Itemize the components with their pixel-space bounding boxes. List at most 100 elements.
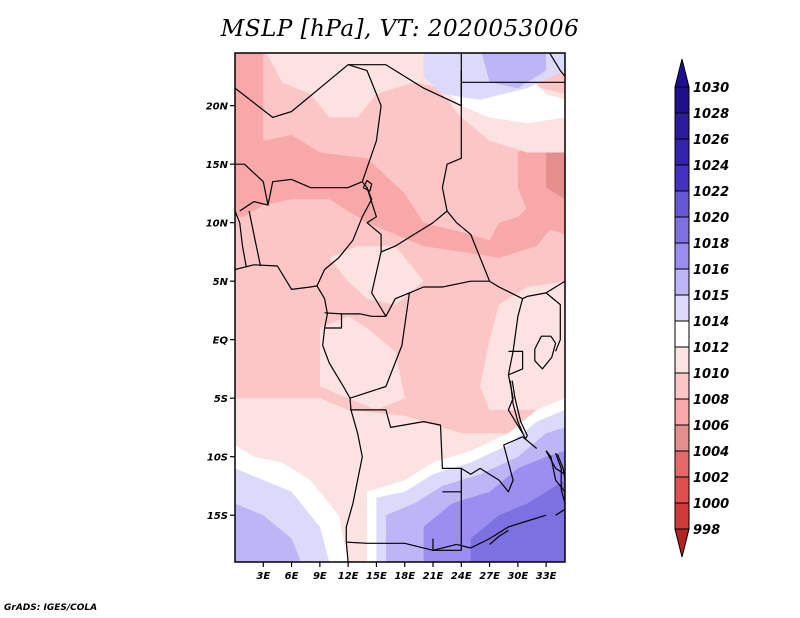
border-mali-niger	[235, 163, 269, 212]
border-zambia-zimb	[470, 514, 547, 549]
border-angola-zambia	[432, 491, 462, 551]
lon-tick-label: 3E	[256, 571, 270, 582]
lon-tick-label: 24E	[451, 571, 472, 582]
colorbar-swatch	[674, 320, 690, 348]
lon-tick-label: 6E	[285, 571, 299, 582]
field-1012-nigeria-cam	[329, 246, 424, 305]
field-1012-sahara	[266, 53, 443, 118]
lat-tick-label: 5N	[213, 277, 229, 288]
border-malawi	[545, 450, 565, 516]
field-1020-south-east	[470, 480, 565, 562]
border-chad-car	[380, 210, 448, 253]
colorbar-label: 1008	[693, 393, 729, 408]
field-1016-north	[481, 53, 547, 89]
lat-tick-label: 5S	[214, 394, 228, 405]
colorbar-label: 1014	[693, 315, 729, 330]
colorbar-label: 1018	[693, 237, 729, 252]
lake-victoria	[534, 335, 557, 370]
colorbar-bottom-arrow	[674, 528, 690, 558]
lake-tanganyika	[509, 380, 528, 440]
colorbar-swatch	[674, 190, 690, 218]
colorbar-label: 1010	[693, 367, 729, 382]
longitude-axis: 3E 6E 9E 12E 15E 18E 21E 24E 27E 30E 33E	[256, 562, 557, 582]
border-gabon-cameroon	[324, 312, 386, 317]
border-gabon	[324, 313, 343, 329]
field-1012-gabon	[319, 316, 405, 410]
colorbar-swatch	[674, 372, 690, 400]
border-namibia-angola	[346, 541, 471, 551]
border-congo-drc	[349, 292, 410, 399]
lon-tick-label: 18E	[394, 571, 415, 582]
lat-tick-label: 10N	[206, 219, 229, 230]
colorbar-swatch	[674, 502, 690, 530]
colorbar-label: 1016	[693, 263, 729, 278]
border-algeria-niger	[235, 64, 349, 119]
border-benin	[248, 210, 262, 267]
colorbar-swatch	[674, 216, 690, 244]
coast-togo-ghana	[235, 210, 247, 268]
lake-malawi	[555, 452, 565, 505]
red-sea-coast	[548, 53, 565, 77]
colorbar-label: 1022	[693, 185, 729, 200]
lake-kariba	[489, 529, 509, 545]
grads-credit: GrADS: IGES/COLA	[4, 603, 98, 613]
field-1016-south-west	[235, 503, 301, 562]
lat-tick-label: 15N	[206, 160, 229, 171]
field-1008-sahel-west	[235, 53, 565, 258]
colorbar-swatch	[674, 476, 690, 504]
colorbar-swatch	[674, 398, 690, 426]
lon-tick-label: 33E	[536, 571, 557, 582]
border-drc-angola	[350, 409, 462, 492]
lon-tick-label: 9E	[313, 571, 327, 582]
lake-chad	[362, 179, 373, 192]
border-cameroon-car	[371, 251, 387, 317]
colorbar-label: 1028	[693, 107, 729, 122]
colorbar-swatch	[674, 86, 690, 114]
colorbar-label: 1015	[693, 289, 729, 304]
map-frame	[234, 52, 566, 563]
colorbar-label: 1020	[693, 211, 729, 226]
colorbar-swatch	[674, 242, 690, 270]
coast-west-africa	[235, 264, 363, 562]
lon-tick-label: 15E	[366, 571, 387, 582]
colorbar-label: 998	[693, 523, 720, 538]
lat-tick-label: 15S	[207, 511, 228, 522]
colorbar-label: 1006	[693, 419, 729, 434]
border-rwanda-burundi	[508, 350, 524, 376]
border-niger-nigeria	[267, 178, 363, 206]
border-zambia-north	[460, 436, 538, 493]
field-1012-angola	[235, 398, 528, 562]
chart-title: MSLP [hPa], VT: 2020053006	[220, 16, 580, 42]
colorbar-label: 1000	[693, 497, 729, 512]
colorbar: 1030 1028 1026 1024 1022 1020 1018 1016 1015 1014…	[674, 58, 729, 558]
latitude-axis: 20N 15N 10N 5N EQ 5S 10S 15S	[206, 102, 235, 522]
field-1006-east	[546, 152, 565, 200]
colorbar-label: 1030	[693, 81, 729, 96]
colorbar-label: 1004	[693, 445, 729, 460]
border-uganda-kenya	[545, 292, 561, 352]
border-cameroon-chad	[366, 187, 382, 252]
colorbar-swatch	[674, 138, 690, 166]
colorbar-top-arrow	[674, 58, 690, 88]
lon-tick-label: 27E	[479, 571, 500, 582]
colorbar-label: 1026	[693, 133, 729, 148]
border-nigeria-cameroon	[316, 187, 373, 287]
colorbar-swatch	[674, 346, 690, 374]
pressure-field	[235, 53, 565, 562]
lat-tick-label: EQ	[213, 336, 229, 347]
colorbar-label: 1024	[693, 159, 729, 174]
border-tanzania-moz	[545, 450, 565, 475]
border-chad-sudan	[441, 105, 462, 224]
field-1012-east-africa	[480, 281, 565, 410]
lat-tick-label: 20N	[206, 102, 229, 113]
colorbar-swatch	[674, 112, 690, 140]
lon-tick-label: 21E	[423, 571, 444, 582]
colorbar-swatch	[674, 424, 690, 452]
colorbar-swatch	[674, 450, 690, 478]
lon-tick-label: 12E	[338, 571, 359, 582]
colorbar-label: 1002	[693, 471, 729, 486]
country-borders	[235, 53, 565, 562]
colorbar-swatch	[674, 268, 690, 296]
colorbar-label: 1012	[693, 341, 729, 356]
